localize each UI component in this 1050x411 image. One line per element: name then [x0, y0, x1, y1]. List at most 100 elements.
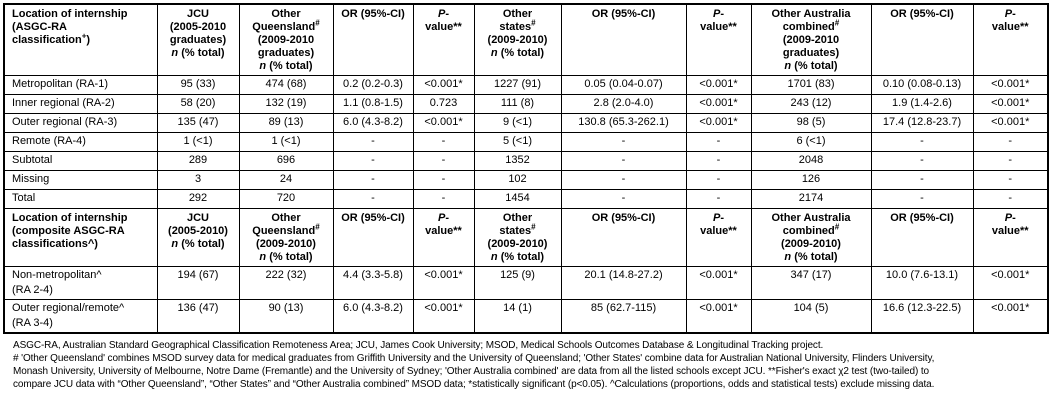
column-header: Other states# (2009-2010) n (% total) — [473, 3, 562, 76]
data-cell: 6 (<1) — [750, 132, 872, 152]
row-group-header: Location of internship (ASGC-RA classifica… — [3, 3, 158, 76]
table-row: Total 292 720- -1454- -2174- - — [3, 189, 1049, 209]
data-cell: 136 (47) — [156, 299, 240, 334]
data-cell: <0.001* — [972, 266, 1049, 300]
data-cell: 16.6 (12.3-22.5) — [870, 299, 974, 334]
table-row: Missing 3 24- -102- -126- - — [3, 170, 1049, 190]
data-cell: 720 — [238, 189, 334, 209]
data-cell: - — [972, 132, 1049, 152]
footnotes: ASGC-RA, Australian Standard Geographica… — [0, 334, 1050, 391]
data-cell: 14 (1) — [473, 299, 562, 334]
footnote-hash-2: Monash University, University of Melbour… — [13, 366, 929, 377]
data-cell: 1.9 (1.4-2.6) — [870, 94, 974, 114]
column-header: Other Australia combined# (2009-2010 gradua… — [750, 3, 872, 76]
data-cell: 126 — [750, 170, 872, 190]
data-cell: 243 (12) — [750, 94, 872, 114]
data-cell: 130.8 (65.3-262.1) — [560, 113, 687, 133]
data-cell: <0.001* — [412, 266, 475, 300]
row-label: Missing — [3, 170, 158, 190]
data-cell: - — [332, 170, 414, 190]
data-cell: 135 (47) — [156, 113, 240, 133]
table-row: Subtotal 289 696- -1352- -2048- - — [3, 151, 1049, 171]
data-cell: 1701 (83) — [750, 75, 872, 95]
footnote-hash-1: # 'Other Queensland' combines MSOD surve… — [13, 353, 935, 364]
data-cell: - — [412, 170, 475, 190]
table-row: Inner regional (RA-2) 58 (20) 132 (19) 1.1 … — [3, 94, 1049, 114]
data-cell: 292 — [156, 189, 240, 209]
table-body: Location of internship (ASGC-RA classifica… — [3, 3, 1049, 334]
row-group-header: Location of internship (composite ASGC-RA… — [3, 208, 158, 267]
data-cell: 347 (17) — [750, 266, 872, 300]
column-header: P-value** — [685, 208, 752, 267]
internship-location-table: Location of internship (ASGC-RA classifica… — [3, 3, 1049, 334]
data-cell: 58 (20) — [156, 94, 240, 114]
data-cell: 95 (33) — [156, 75, 240, 95]
data-cell: 125 (9) — [473, 266, 562, 300]
data-cell: 0.10 (0.08-0.13) — [870, 75, 974, 95]
data-cell: - — [412, 189, 475, 209]
data-cell: - — [972, 151, 1049, 171]
data-cell: - — [685, 170, 752, 190]
data-cell: 2174 — [750, 189, 872, 209]
data-cell: 1.1 (0.8-1.5) — [332, 94, 414, 114]
data-cell: <0.001* — [972, 94, 1049, 114]
column-header: Other Queensland# (2009-2010 graduates) n (%… — [238, 3, 334, 76]
footnote-significance: compare JCU data with “Other Queensland”… — [13, 379, 935, 390]
row-label: Subtotal — [3, 151, 158, 171]
table-wrap: Location of internship (ASGC-RA classifica… — [3, 3, 1049, 334]
data-cell: 474 (68) — [238, 75, 334, 95]
data-cell: - — [560, 132, 687, 152]
data-cell: <0.001* — [412, 75, 475, 95]
data-cell: - — [972, 189, 1049, 209]
data-cell: 222 (32) — [238, 266, 334, 300]
column-header: P-value** — [972, 208, 1049, 267]
data-cell: 4.4 (3.3-5.8) — [332, 266, 414, 300]
data-cell: 111 (8) — [473, 94, 562, 114]
column-header: P-value** — [412, 208, 475, 267]
column-header: OR (95%-CI) — [332, 3, 414, 76]
data-cell: 10.0 (7.6-13.1) — [870, 266, 974, 300]
data-cell: 696 — [238, 151, 334, 171]
data-cell: - — [412, 151, 475, 171]
column-header: OR (95%-CI) — [560, 208, 687, 267]
data-cell: <0.001* — [685, 113, 752, 133]
table-row: Metropolitan (RA-1) 95 (33) 474 (68) 0.2 (0… — [3, 75, 1049, 95]
data-cell: - — [332, 132, 414, 152]
data-cell: 90 (13) — [238, 299, 334, 334]
table-row: Outer regional (RA-3) 135 (47) 89 (13) 6.0 … — [3, 113, 1049, 133]
row-label: Remote (RA-4) — [3, 132, 158, 152]
table-row: Non-metropolitan^ (RA 2-4) 194 (67) 222 (3… — [3, 266, 1049, 300]
data-cell: 6.0 (4.3-8.2) — [332, 299, 414, 334]
footnote-abbreviations: ASGC-RA, Australian Standard Geographica… — [13, 340, 824, 351]
data-cell: 104 (5) — [750, 299, 872, 334]
column-header: OR (95%-CI) — [560, 3, 687, 76]
data-cell: 3 — [156, 170, 240, 190]
column-header: OR (95%-CI) — [870, 208, 974, 267]
data-cell: - — [560, 189, 687, 209]
data-cell: - — [870, 170, 974, 190]
data-cell: <0.001* — [972, 75, 1049, 95]
row-label: Metropolitan (RA-1) — [3, 75, 158, 95]
data-cell: 2.8 (2.0-4.0) — [560, 94, 687, 114]
data-cell: 1352 — [473, 151, 562, 171]
data-cell: <0.001* — [685, 94, 752, 114]
data-cell: - — [412, 132, 475, 152]
data-cell: <0.001* — [685, 75, 752, 95]
data-cell: 24 — [238, 170, 334, 190]
column-header: JCU (2005-2010 graduates) n (% total) — [156, 3, 240, 76]
data-cell: <0.001* — [412, 299, 475, 334]
data-cell: <0.001* — [412, 113, 475, 133]
data-cell: 9 (<1) — [473, 113, 562, 133]
data-cell: 1227 (91) — [473, 75, 562, 95]
data-cell: - — [972, 170, 1049, 190]
data-cell: <0.001* — [972, 113, 1049, 133]
column-header: P-value** — [972, 3, 1049, 76]
column-header: OR (95%-CI) — [332, 208, 414, 267]
data-cell: - — [332, 189, 414, 209]
data-cell: 289 — [156, 151, 240, 171]
data-cell: - — [560, 151, 687, 171]
data-cell: 1 (<1) — [238, 132, 334, 152]
header-row: Location of internship (ASGC-RA classifica… — [3, 3, 1049, 76]
data-cell: - — [560, 170, 687, 190]
data-cell: 20.1 (14.8-27.2) — [560, 266, 687, 300]
